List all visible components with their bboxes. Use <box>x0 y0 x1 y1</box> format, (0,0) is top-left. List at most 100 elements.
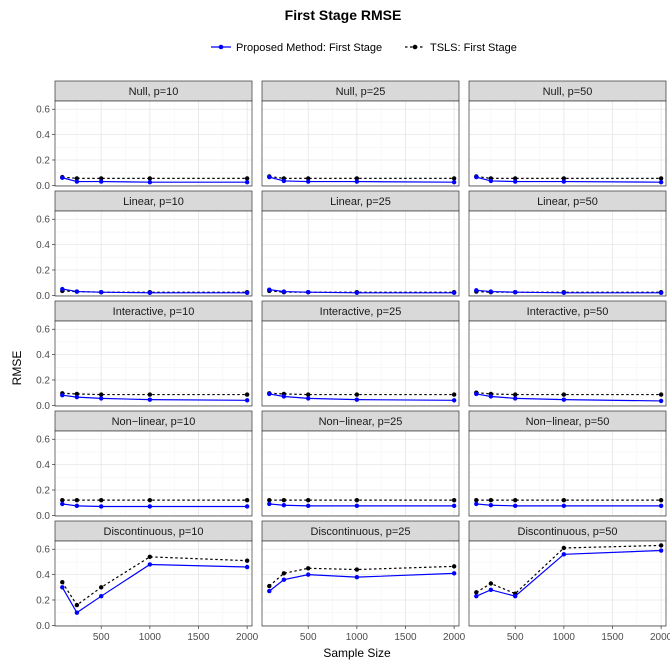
panel-linear-p-10: Linear, p=10 0.0 0.2 0.4 0.6 <box>36 190 253 302</box>
data-point-proposed <box>451 179 457 185</box>
strip-label: Null, p=10 <box>129 86 179 98</box>
legend-item-proposed: Proposed Method: First Stage <box>211 42 382 54</box>
data-point-proposed <box>147 504 153 509</box>
data-point-proposed <box>281 577 287 582</box>
data-point-tsls <box>99 497 104 503</box>
data-point-proposed <box>306 503 311 509</box>
x-tick-label: 1500 <box>187 632 210 643</box>
data-point-proposed <box>281 289 287 294</box>
plot-area <box>469 541 666 626</box>
panel-border <box>468 430 667 517</box>
strip-label: Discontinuous, p=25 <box>311 526 411 538</box>
data-point-proposed <box>354 503 360 509</box>
data-point-tsls <box>244 558 250 563</box>
data-point-proposed <box>451 503 457 509</box>
data-point-proposed <box>561 179 567 184</box>
panel-border <box>261 320 460 407</box>
data-point-proposed <box>488 587 494 593</box>
legend: Proposed Method: First Stage TSLS: First… <box>211 42 517 54</box>
data-point-tsls <box>658 543 664 548</box>
data-point-tsls <box>658 392 664 397</box>
panel-border <box>54 430 253 517</box>
data-point-proposed <box>561 397 567 402</box>
data-point-proposed <box>354 290 360 296</box>
data-point-proposed <box>513 179 518 184</box>
series-line-tsls <box>62 290 248 293</box>
data-point-proposed <box>99 504 104 509</box>
plot-area <box>262 321 459 406</box>
data-point-tsls <box>474 590 479 595</box>
series-line-tsls <box>268 565 455 587</box>
data-point-tsls <box>244 392 250 397</box>
panel-null-p-50: Null, p=50 <box>468 80 667 187</box>
panel-interactive-p-25: Interactive, p=25 <box>261 300 460 407</box>
data-point-tsls <box>74 497 80 503</box>
data-point-proposed <box>147 290 153 296</box>
data-point-proposed <box>244 290 250 296</box>
panel-discontinuous-p-25: Discontinuous, p=25 500 1000 1500 2000 <box>261 520 466 643</box>
data-point-tsls <box>513 176 518 181</box>
data-point-tsls <box>354 392 360 397</box>
data-point-proposed <box>281 503 287 508</box>
panel-grid: Null, p=10 0.0 0.2 0.4 0.6 Null, p=25 Null, p=… <box>36 80 670 643</box>
data-point-tsls <box>561 545 567 551</box>
strip-label: Null, p=50 <box>543 86 593 98</box>
panel-border <box>54 100 253 187</box>
data-point-proposed <box>267 174 272 180</box>
panel-border <box>261 540 460 627</box>
data-point-proposed <box>60 585 65 590</box>
data-point-proposed <box>281 394 287 399</box>
y-tick-label: 0.6 <box>36 545 50 556</box>
panel-border <box>54 320 253 407</box>
data-point-proposed <box>474 288 479 293</box>
data-point-tsls <box>451 564 457 569</box>
panel-border <box>261 100 460 187</box>
data-point-tsls <box>74 391 80 397</box>
series-line-tsls <box>62 392 248 396</box>
strip-label: Interactive, p=50 <box>527 306 609 318</box>
data-point-proposed <box>474 593 479 599</box>
legend-item-tsls: TSLS: First Stage <box>405 42 517 54</box>
data-point-tsls <box>281 571 287 576</box>
series-line-tsls <box>475 544 662 595</box>
data-point-tsls <box>354 176 360 181</box>
data-point-proposed <box>267 287 272 292</box>
data-point-tsls <box>306 392 311 397</box>
data-point-tsls <box>561 392 567 397</box>
strip-label: Non−linear, p=50 <box>526 416 610 428</box>
data-point-tsls <box>513 392 518 397</box>
y-tick-label: 0.6 <box>36 215 50 226</box>
data-point-proposed <box>354 179 360 184</box>
data-point-proposed <box>267 391 272 397</box>
x-tick-label: 500 <box>507 632 524 643</box>
data-point-tsls <box>561 497 567 503</box>
data-point-tsls <box>451 392 457 397</box>
data-point-tsls <box>147 392 153 397</box>
data-point-proposed <box>74 289 80 294</box>
data-point-proposed <box>354 574 360 580</box>
panel-discontinuous-p-50: Discontinuous, p=50 500 1000 1500 2000 <box>468 520 670 643</box>
panel-non-linear-p-50: Non−linear, p=50 <box>468 410 667 517</box>
panel-discontinuous-p-10: Discontinuous, p=10 0.0 0.2 0.4 0.6 500 1000 15… <box>36 520 259 643</box>
plot-area <box>262 431 459 516</box>
data-point-tsls <box>561 176 567 181</box>
data-point-proposed <box>267 501 272 507</box>
strip-label: Non−linear, p=10 <box>112 416 196 428</box>
y-tick-label: 0.0 <box>36 291 50 302</box>
data-point-tsls <box>306 497 311 503</box>
data-point-tsls <box>60 497 65 503</box>
y-tick-label: 0.4 <box>36 350 50 361</box>
data-point-proposed <box>60 393 65 398</box>
y-tick-label: 0.2 <box>36 155 50 166</box>
data-point-tsls <box>513 497 518 503</box>
data-point-proposed <box>658 179 664 185</box>
x-tick-label: 1000 <box>553 632 576 643</box>
plot-area <box>469 211 666 296</box>
data-point-tsls <box>267 497 272 503</box>
series-line-tsls <box>269 175 455 179</box>
panel-border <box>468 100 667 187</box>
data-point-proposed <box>658 503 664 509</box>
strip-label: Discontinuous, p=10 <box>104 526 204 538</box>
data-point-tsls <box>488 497 494 503</box>
x-tick-label: 2000 <box>236 632 259 643</box>
